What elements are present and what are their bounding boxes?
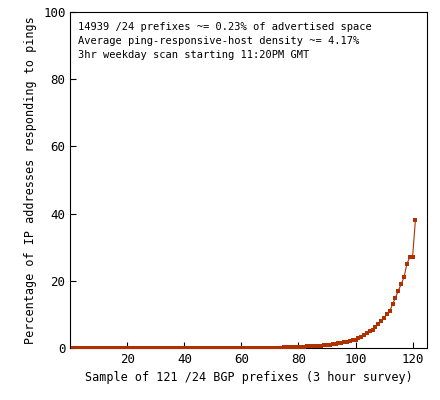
Y-axis label: Percentage of IP addresses responding to pings: Percentage of IP addresses responding to… [25,16,37,344]
Text: 14939 /24 prefixes ~= 0.23% of advertised space
Average ping-responsive-host den: 14939 /24 prefixes ~= 0.23% of advertise… [77,22,371,60]
X-axis label: Sample of 121 /24 BGP prefixes (3 hour survey): Sample of 121 /24 BGP prefixes (3 hour s… [85,372,412,384]
